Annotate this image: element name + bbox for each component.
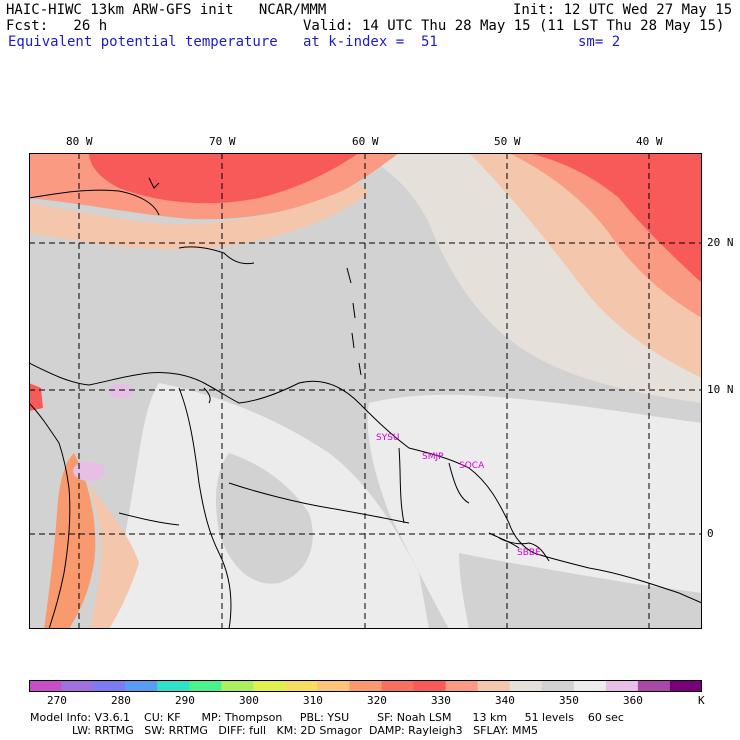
colorbar-label-320: 320: [367, 694, 387, 707]
colorbar-swatch: [317, 680, 350, 692]
colorbar-swatch: [61, 680, 94, 692]
colorbar-swatch: [637, 680, 671, 692]
lon-label-70w: 70 W: [209, 135, 236, 148]
colorbar-swatch: [445, 680, 479, 692]
coastlines: [29, 177, 702, 629]
colorbar-swatch: [413, 680, 447, 692]
header-smoothing: sm= 2: [578, 34, 621, 50]
station-soca: SOCA: [459, 461, 485, 471]
colorbar-swatch: [509, 680, 543, 692]
colorbar-swatch: [125, 680, 158, 692]
coast-hispaniola: [178, 246, 255, 265]
lat-label-10n: 10 N: [707, 383, 734, 396]
coast-lake-maracaibo: [203, 387, 211, 404]
station-smjp: SMJP: [422, 452, 444, 462]
border-colombia-peru: [118, 512, 180, 526]
coast-cuba: [29, 189, 160, 216]
colorbar-unit: K: [698, 694, 705, 707]
colorbar-swatch: [93, 680, 126, 692]
colorbar-label-290: 290: [175, 694, 195, 707]
colorbar-swatch: [381, 680, 415, 692]
colorbar-swatch: [157, 680, 190, 692]
header-init-time: Init: 12 UTC Wed 27 May 15: [513, 2, 733, 18]
lon-label-80w: 80 W: [66, 135, 93, 148]
header-level: at k-index = 51: [303, 34, 438, 50]
colorbar-label-340: 340: [495, 694, 515, 707]
lon-label-50w: 50 W: [494, 135, 521, 148]
model-info-line2: LW: RRTMG SW: RRTMG DIFF: full KM: 2D Sm…: [30, 724, 538, 737]
header-forecast-hour: Fcst: 26 h: [6, 18, 108, 34]
field-340-band-andes: [89, 483, 139, 629]
field-340-band-west: [29, 183, 369, 250]
colorbar-swatch: [541, 680, 575, 692]
colorbar-swatch: [605, 680, 639, 692]
coast-south-america: [29, 362, 702, 604]
lon-label-60w: 60 W: [352, 135, 379, 148]
colorbar-swatch: [221, 680, 254, 692]
coast-lesser-antilles: [346, 267, 362, 376]
field-330-band-west: [89, 153, 359, 204]
colorbar-swatch: [189, 680, 222, 692]
coast-bahamas: [148, 177, 160, 189]
header-model-title: HAIC-HIWC 13km ARW-GFS init NCAR/MMM: [6, 2, 327, 18]
station-sysu: SYSU: [376, 433, 400, 443]
border-venezuela-colombia-brazil: [178, 387, 232, 629]
colorbar-label-310: 310: [303, 694, 323, 707]
lon-label-40w: 40 W: [636, 135, 663, 148]
header-valid-time: Valid: 14 UTC Thu 28 May 15 (11 LST Thu …: [303, 18, 725, 34]
coast-amazon-mouth: [498, 537, 550, 562]
border-brazil-north: [228, 482, 410, 524]
colorbar-swatch: [669, 680, 702, 692]
coast-ecuador-peru: [48, 487, 71, 629]
border-guyana-suriname: [398, 447, 405, 524]
border-suriname-french-guiana: [448, 462, 470, 504]
colorbar-border: [29, 680, 702, 692]
field-365-patch-south: [73, 461, 105, 481]
field-325-band-andes: [44, 453, 96, 629]
colorbar-swatch: [29, 680, 62, 692]
model-info-line1: Model Info: V3.6.1 CU: KF MP: Thompson P…: [30, 711, 624, 724]
lat-label-20n: 20 N: [707, 236, 734, 249]
lat-label-0: 0: [707, 527, 714, 540]
colorbar-swatch: [573, 680, 607, 692]
colorbar-swatch: [349, 680, 383, 692]
map-panel: SYSU SMJP SOCA SBBE: [29, 153, 702, 629]
colorbar-swatch: [285, 680, 318, 692]
map-border: [29, 153, 702, 629]
colorbar-label-300: 300: [239, 694, 259, 707]
station-sbbe: SBBE: [517, 548, 541, 558]
field-365-patch-north: [109, 384, 133, 398]
field-350-patch-interior: [216, 453, 313, 584]
header-field-name: Equivalent potential temperature: [8, 34, 278, 50]
colorbar-label-280: 280: [111, 694, 131, 707]
colorbar-label-270: 270: [47, 694, 67, 707]
colorbar-label-330: 330: [431, 694, 451, 707]
field-360-band-atlantic: [367, 394, 702, 629]
field-330-band-east: [529, 153, 702, 283]
theta-e-map: SYSU SMJP SOCA SBBE: [29, 153, 702, 629]
colorbar-label-350: 350: [559, 694, 579, 707]
colorbar-swatch: [477, 680, 511, 692]
colorbar: [29, 680, 702, 692]
lat-lon-grid: [29, 153, 702, 629]
coast-colombia-pacific: [29, 402, 70, 489]
colorbar-swatch: [253, 680, 286, 692]
field-350-patch-southeast: [459, 553, 702, 629]
colorbar-label-360: 360: [623, 694, 643, 707]
